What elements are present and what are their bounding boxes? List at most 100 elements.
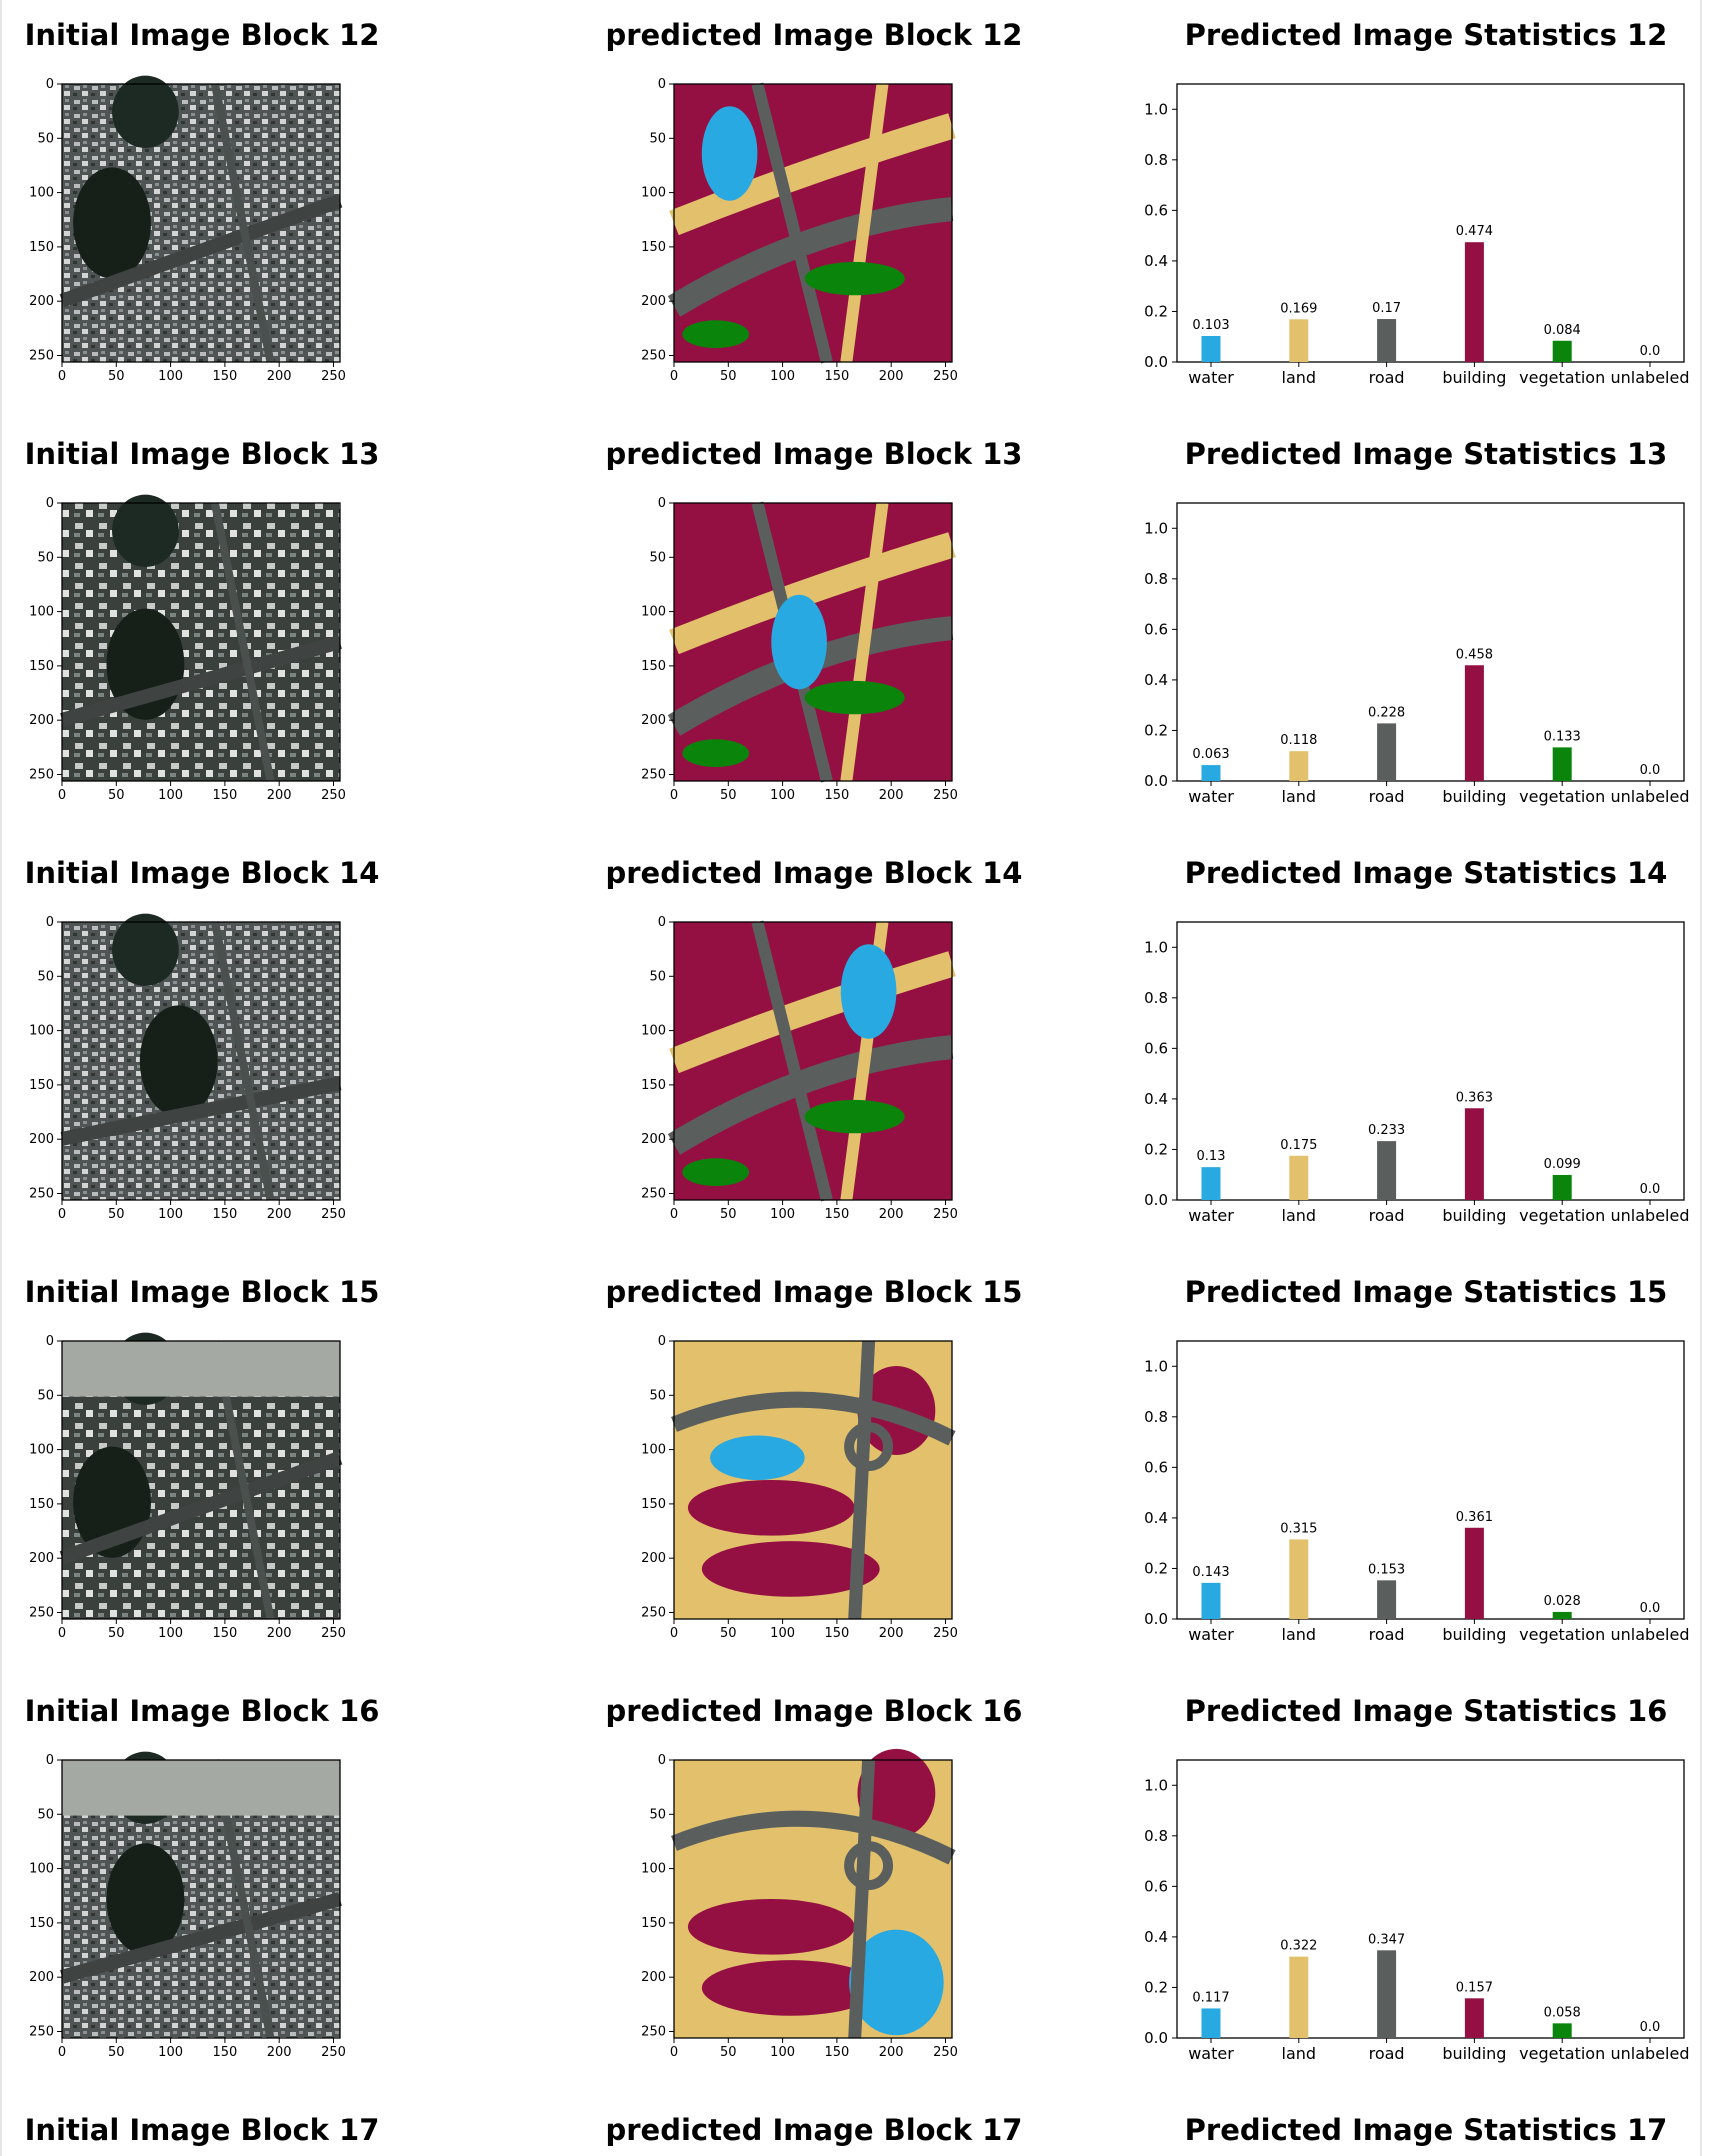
stats-y-tick-label: 0.6 (1144, 620, 1168, 638)
seg-water (771, 594, 827, 690)
predicted-image-title: predicted Image Block 13 (605, 437, 1023, 471)
predicted-image-y-tick-label: 50 (649, 969, 666, 984)
predicted-image-y-tick-label: 50 (649, 1807, 666, 1822)
category-label-road: road (1369, 1625, 1405, 1644)
bar-building (1464, 242, 1484, 362)
category-label-land: land (1282, 1206, 1317, 1225)
initial-image-x-tick-label: 100 (158, 2045, 183, 2060)
category-label-road: road (1369, 368, 1405, 387)
category-label-building: building (1442, 368, 1506, 387)
stats-y-tick-label: 0.6 (1144, 1458, 1168, 1476)
stats-y-tick-label: 0.8 (1144, 1408, 1168, 1426)
stats-y-tick-label: 0.4 (1144, 1509, 1168, 1527)
predicted-image-y-tick-label: 0 (658, 915, 666, 930)
bar-value-label-unlabeled: 0.0 (1640, 344, 1661, 359)
category-label-water: water (1188, 787, 1234, 806)
predicted-image-title: predicted Image Block 12 (605, 18, 1023, 52)
predicted-image-x-tick-label: 100 (770, 788, 795, 803)
segmentation-map (667, 920, 956, 1202)
predicted-image-x-tick-label: 250 (933, 1626, 958, 1641)
bar-building (1464, 1998, 1484, 2038)
stats-y-tick-label: 0.0 (1144, 1191, 1168, 1209)
predicted-image-x-tick-label: 50 (720, 1626, 737, 1641)
bar-building (1464, 1527, 1484, 1619)
predicted-image-x-tick-label: 0 (670, 1626, 678, 1641)
seg-water (701, 106, 758, 201)
seg-building (701, 1960, 880, 2016)
bar-value-label-land: 0.169 (1280, 301, 1317, 316)
predicted-image-x-tick-label: 50 (720, 2045, 737, 2060)
predicted-image-y-tick-label: 50 (649, 131, 666, 146)
stats-y-tick-label: 1.0 (1144, 938, 1168, 956)
predicted-image-x-tick-label: 200 (879, 788, 904, 803)
predicted-image-y-tick-label: 250 (641, 767, 666, 782)
stats-y-tick-label: 0.6 (1144, 1877, 1168, 1895)
predicted-image-x-tick-label: 200 (879, 1207, 904, 1222)
predicted-image-y-tick-label: 150 (641, 659, 666, 674)
predicted-image-axes-frame (673, 502, 953, 782)
predicted-image-x-tick-label: 150 (824, 2045, 849, 2060)
category-label-road: road (1369, 1206, 1405, 1225)
predicted-image-x-tick-label: 100 (770, 1626, 795, 1641)
segmentation-map (667, 82, 956, 364)
seg-road (667, 1035, 954, 1155)
category-label-land: land (1282, 787, 1317, 806)
predicted-image-y-tick-label: 100 (641, 1024, 666, 1039)
aerial-ground (62, 503, 340, 781)
initial-image-title: Initial Image Block 14 (24, 856, 380, 890)
bar-building (1464, 1108, 1484, 1200)
initial-image-title: Initial Image Block 12 (24, 18, 380, 52)
bar-vegetation (1552, 747, 1572, 781)
seg-vegetation (804, 680, 905, 715)
stats-title: Predicted Image Statistics 17 (1184, 2113, 1668, 2147)
predicted-image-y-tick-label: 200 (641, 713, 666, 728)
seg-road (848, 1340, 876, 1620)
initial-image-x-tick-label: 0 (58, 369, 66, 384)
stats-axes-frame (1176, 921, 1685, 1201)
bar-value-label-vegetation: 0.084 (1544, 323, 1581, 338)
initial-image-axes-frame (61, 1759, 341, 2039)
predicted-image-title: predicted Image Block 17 (605, 2113, 1023, 2147)
stats-y-tick-label: 0.8 (1144, 151, 1168, 169)
predicted-image-title: predicted Image Block 16 (605, 1694, 1023, 1728)
stats-y-tick-label: 0.8 (1144, 1827, 1168, 1845)
category-label-road: road (1369, 2044, 1405, 2063)
category-label-building: building (1442, 1625, 1506, 1644)
bar-value-label-vegetation: 0.058 (1544, 2005, 1581, 2020)
initial-image-y-tick-label: 250 (29, 1186, 54, 1201)
aerial-road (210, 83, 275, 363)
predicted-image-axes-frame (673, 1759, 953, 2039)
seg-road (848, 1759, 876, 2039)
seg-land (669, 532, 956, 655)
predicted-image-x-tick-label: 150 (824, 1626, 849, 1641)
seg-building (701, 1541, 880, 1597)
stats-axes-frame (1176, 502, 1685, 782)
initial-image-y-tick-label: 250 (29, 767, 54, 782)
initial-image-y-tick-label: 200 (29, 1551, 54, 1566)
stats-y-tick-label: 0.6 (1144, 1039, 1168, 1057)
seg-vegetation (682, 739, 750, 768)
category-label-unlabeled: unlabeled (1611, 787, 1690, 806)
bar-vegetation (1552, 1174, 1572, 1200)
predicted-image-y-tick-label: 150 (641, 1078, 666, 1093)
bar-road (1377, 1950, 1397, 2038)
bar-value-label-building: 0.363 (1456, 1090, 1493, 1105)
initial-image-x-tick-label: 0 (58, 1207, 66, 1222)
bar-value-label-land: 0.315 (1280, 1521, 1317, 1536)
stats-y-tick-label: 0.0 (1144, 2029, 1168, 2047)
initial-image-x-tick-label: 250 (321, 369, 346, 384)
predicted-image-y-tick-label: 50 (649, 550, 666, 565)
initial-image-x-tick-label: 100 (158, 1207, 183, 1222)
initial-image-x-tick-label: 100 (158, 788, 183, 803)
category-label-road: road (1369, 787, 1405, 806)
predicted-image-y-tick-label: 200 (641, 1132, 666, 1147)
initial-image-y-tick-label: 200 (29, 1970, 54, 1985)
initial-image-y-tick-label: 150 (29, 1078, 54, 1093)
seg-vegetation (804, 261, 905, 296)
stats-axes-frame (1176, 1759, 1685, 2039)
bar-value-label-vegetation: 0.028 (1544, 1594, 1581, 1609)
predicted-image-axes-frame (673, 921, 953, 1201)
seg-water (840, 944, 897, 1039)
stats-y-tick-label: 1.0 (1144, 1776, 1168, 1794)
bar-land (1289, 1155, 1309, 1200)
